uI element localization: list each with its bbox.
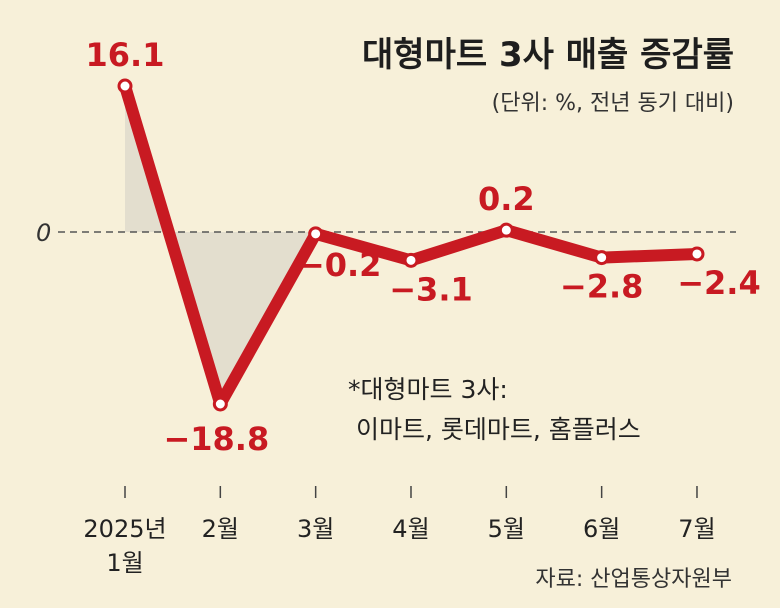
data-label: −2.4 [677,264,761,302]
data-label: −18.8 [163,420,269,458]
data-point [689,246,705,262]
note-line-1: *대형마트 3사: [348,375,508,404]
x-tick-label: 2월 [202,515,239,543]
x-tick-label: 4월 [392,515,429,543]
source-text: 자료: 산업통상자원부 [535,567,732,592]
data-label: −2.8 [560,268,644,306]
shaded-area [125,86,316,404]
line-segment [404,224,513,267]
line-segment [595,247,703,264]
data-point [212,396,228,412]
data-point [594,250,610,266]
data-point [308,226,324,242]
tick-layer: 2025년 1월 2월 3월 4월 5월 6월 7월 [83,486,716,577]
line-layer [119,80,703,410]
x-tick-label: 3월 [297,515,334,543]
data-label: −0.2 [298,246,382,284]
chart-subtitle: (단위: %, 전년 동기 대비) [492,91,734,116]
x-tick-label: 5월 [488,515,525,543]
x-tick-label: 7월 [678,515,715,543]
point-layer [117,78,705,412]
data-point [117,78,133,94]
data-label: 0.2 [478,180,535,218]
x-tick-label: 6월 [583,515,620,543]
line-segment [214,227,322,410]
x-tick-label: 2025년 1월 [83,515,166,577]
chart-title: 대형마트 3사 매출 증감률 [362,35,734,75]
note-line-2: 이마트, 롯데마트, 홈플러스 [356,415,641,444]
area-layer [125,86,316,404]
line-segment [500,224,608,264]
data-label: −3.1 [389,270,473,308]
line-segment [119,80,227,410]
label-layer: 16.1 −18.8 −0.2−3.1 0.2 −2.8 −2.4 [86,36,761,458]
data-point [498,222,514,238]
data-label: 16.1 [86,36,165,74]
zero-label: 0 [36,219,51,247]
line-segment [309,227,417,267]
data-point [403,252,419,268]
